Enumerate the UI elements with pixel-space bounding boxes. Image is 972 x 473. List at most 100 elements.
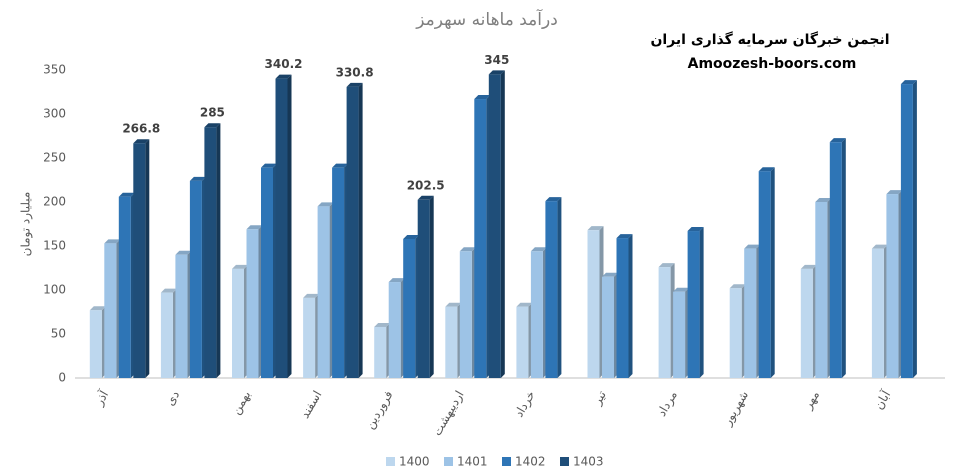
- bar: [317, 206, 330, 378]
- bar: [744, 248, 757, 378]
- data-label: 202.5: [407, 178, 445, 192]
- bar-top: [616, 234, 633, 239]
- bar-top: [744, 244, 761, 249]
- y-axis-label: میلیارد تومان: [19, 192, 34, 257]
- bar: [403, 238, 416, 378]
- y-tick-label: 150: [43, 239, 66, 253]
- bar-side: [429, 195, 434, 378]
- bar-top: [445, 302, 462, 307]
- bar-top: [246, 225, 263, 230]
- bar: [189, 180, 202, 378]
- bar: [815, 202, 828, 378]
- bar: [303, 297, 316, 378]
- x-tick-label: خرداد: [512, 388, 539, 420]
- bar-top: [417, 195, 434, 200]
- bar: [900, 84, 913, 378]
- legend-label: 1403: [573, 455, 604, 469]
- bar-side: [500, 70, 505, 379]
- bar-top: [800, 264, 817, 269]
- bar: [261, 167, 273, 378]
- bar: [459, 251, 472, 378]
- bar: [602, 276, 614, 378]
- bar-top: [729, 284, 746, 289]
- bar: [104, 243, 117, 378]
- bar: [729, 288, 742, 378]
- bar-top: [474, 95, 491, 100]
- bar-top: [673, 287, 690, 292]
- bar: [758, 171, 771, 378]
- bar: [545, 201, 558, 378]
- bar-top: [189, 176, 206, 181]
- bar: [488, 74, 501, 379]
- x-tick-label: فروردین: [363, 388, 397, 432]
- bar-side: [628, 234, 633, 378]
- bar: [871, 248, 884, 378]
- legend-swatch: [444, 457, 453, 466]
- legend-swatch: [386, 457, 395, 466]
- bar: [616, 238, 629, 378]
- bar: [445, 306, 458, 378]
- bar-top: [175, 250, 192, 255]
- bar: [658, 267, 671, 378]
- bar-top: [374, 322, 391, 327]
- bar-top: [545, 197, 562, 202]
- bar: [474, 99, 487, 378]
- bar-top: [871, 244, 888, 249]
- x-tick-label: مرداد: [654, 388, 681, 419]
- x-tick-label: بهمن: [229, 388, 254, 417]
- bar: [232, 268, 244, 378]
- bar: [687, 231, 700, 378]
- bar-top: [602, 272, 618, 277]
- bar: [530, 251, 543, 378]
- bar-top: [886, 190, 903, 195]
- legend-label: 1401: [457, 455, 488, 469]
- bar-top: [829, 138, 846, 143]
- x-tick-label: مهر: [800, 388, 823, 412]
- data-label: 330.8: [336, 65, 374, 79]
- y-tick-label: 50: [51, 327, 66, 341]
- data-label: 266.8: [122, 122, 160, 136]
- data-label: 285: [200, 106, 225, 120]
- bar: [800, 268, 813, 378]
- y-tick-label: 100: [43, 283, 66, 297]
- bar-side: [912, 80, 917, 378]
- bar: [417, 199, 430, 378]
- x-tick-label: اسفند: [298, 388, 325, 420]
- bar-side: [216, 123, 221, 378]
- data-label: 345: [484, 53, 509, 67]
- y-tick-label: 250: [43, 151, 66, 165]
- bar-top: [658, 263, 675, 268]
- bar: [275, 78, 288, 379]
- data-label: 340.2: [265, 57, 303, 71]
- x-tick-label: شهریور: [720, 388, 752, 429]
- legend-swatch: [560, 457, 569, 466]
- bar: [246, 229, 259, 378]
- bar-top: [488, 70, 505, 75]
- bar-side: [841, 138, 846, 378]
- x-tick-label: تیر: [589, 388, 609, 408]
- bar-side: [358, 82, 363, 379]
- bar: [886, 194, 899, 378]
- bar: [332, 167, 345, 378]
- bar: [673, 291, 686, 378]
- bar-side: [287, 74, 292, 379]
- bar-top: [317, 202, 334, 207]
- bar-top: [232, 264, 248, 269]
- bar-top: [758, 167, 775, 172]
- x-tick-label: دی: [163, 388, 182, 408]
- legend-label: 1402: [515, 455, 546, 469]
- bar: [374, 326, 387, 378]
- bar: [829, 142, 842, 378]
- bar-side: [770, 167, 775, 378]
- bar-top: [204, 123, 221, 128]
- bar-top: [89, 306, 106, 311]
- annotation: انجمن خبرگان سرمایه گذاری ایران: [650, 31, 889, 48]
- bar: [133, 143, 146, 378]
- bar: [587, 230, 600, 378]
- x-tick-label: آذر: [90, 387, 112, 409]
- bar: [204, 127, 217, 378]
- bar-top: [332, 163, 349, 168]
- chart-title: درآمد ماهانه سهرمز: [415, 8, 558, 30]
- bar-top: [530, 247, 547, 252]
